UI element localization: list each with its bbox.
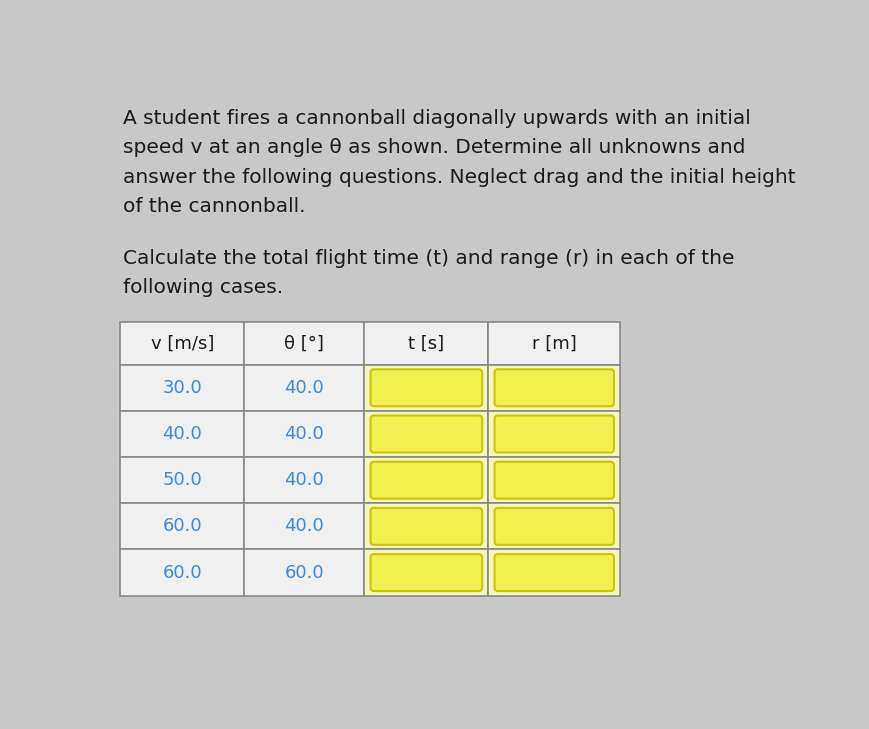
- Bar: [364, 457, 488, 503]
- Text: 30.0: 30.0: [163, 379, 202, 397]
- FancyBboxPatch shape: [370, 370, 482, 406]
- Text: θ [°]: θ [°]: [284, 335, 324, 353]
- Bar: [364, 411, 488, 457]
- Bar: [488, 503, 620, 550]
- Bar: [244, 503, 364, 550]
- Bar: [244, 322, 364, 364]
- Text: 40.0: 40.0: [284, 471, 324, 489]
- Bar: [120, 503, 244, 550]
- FancyBboxPatch shape: [370, 461, 482, 499]
- FancyBboxPatch shape: [494, 370, 614, 406]
- FancyBboxPatch shape: [494, 554, 614, 591]
- Bar: [120, 411, 244, 457]
- Text: A student fires a cannonball diagonally upwards with an initial: A student fires a cannonball diagonally …: [123, 109, 750, 128]
- Bar: [488, 322, 620, 364]
- Text: 60.0: 60.0: [163, 518, 202, 535]
- Bar: [488, 364, 620, 411]
- Bar: [364, 503, 488, 550]
- Text: 60.0: 60.0: [163, 564, 202, 582]
- Text: 40.0: 40.0: [284, 425, 324, 443]
- Text: t [s]: t [s]: [408, 335, 444, 353]
- FancyBboxPatch shape: [494, 461, 614, 499]
- Text: 40.0: 40.0: [284, 518, 324, 535]
- Text: following cases.: following cases.: [123, 278, 282, 297]
- FancyBboxPatch shape: [494, 508, 614, 545]
- FancyBboxPatch shape: [370, 508, 482, 545]
- Text: r [m]: r [m]: [532, 335, 577, 353]
- Bar: [364, 322, 488, 364]
- Bar: [120, 364, 244, 411]
- Text: 60.0: 60.0: [284, 564, 324, 582]
- Text: of the cannonball.: of the cannonball.: [123, 197, 305, 216]
- Text: Calculate the total flight time (t) and range (r) in each of the: Calculate the total flight time (t) and …: [123, 249, 734, 268]
- FancyBboxPatch shape: [370, 416, 482, 453]
- Bar: [488, 550, 620, 596]
- Bar: [120, 322, 244, 364]
- Bar: [488, 457, 620, 503]
- Bar: [244, 411, 364, 457]
- Text: 40.0: 40.0: [284, 379, 324, 397]
- Bar: [244, 457, 364, 503]
- Text: speed v at an angle θ as shown. Determine all unknowns and: speed v at an angle θ as shown. Determin…: [123, 139, 745, 157]
- Text: v [m/s]: v [m/s]: [150, 335, 214, 353]
- Bar: [120, 457, 244, 503]
- Bar: [244, 364, 364, 411]
- Bar: [488, 411, 620, 457]
- Bar: [364, 364, 488, 411]
- Bar: [120, 550, 244, 596]
- Bar: [364, 550, 488, 596]
- Text: answer the following questions. Neglect drag and the initial height: answer the following questions. Neglect …: [123, 168, 795, 187]
- FancyBboxPatch shape: [494, 416, 614, 453]
- Bar: [244, 550, 364, 596]
- FancyBboxPatch shape: [370, 554, 482, 591]
- Text: 50.0: 50.0: [163, 471, 202, 489]
- Text: 40.0: 40.0: [163, 425, 202, 443]
